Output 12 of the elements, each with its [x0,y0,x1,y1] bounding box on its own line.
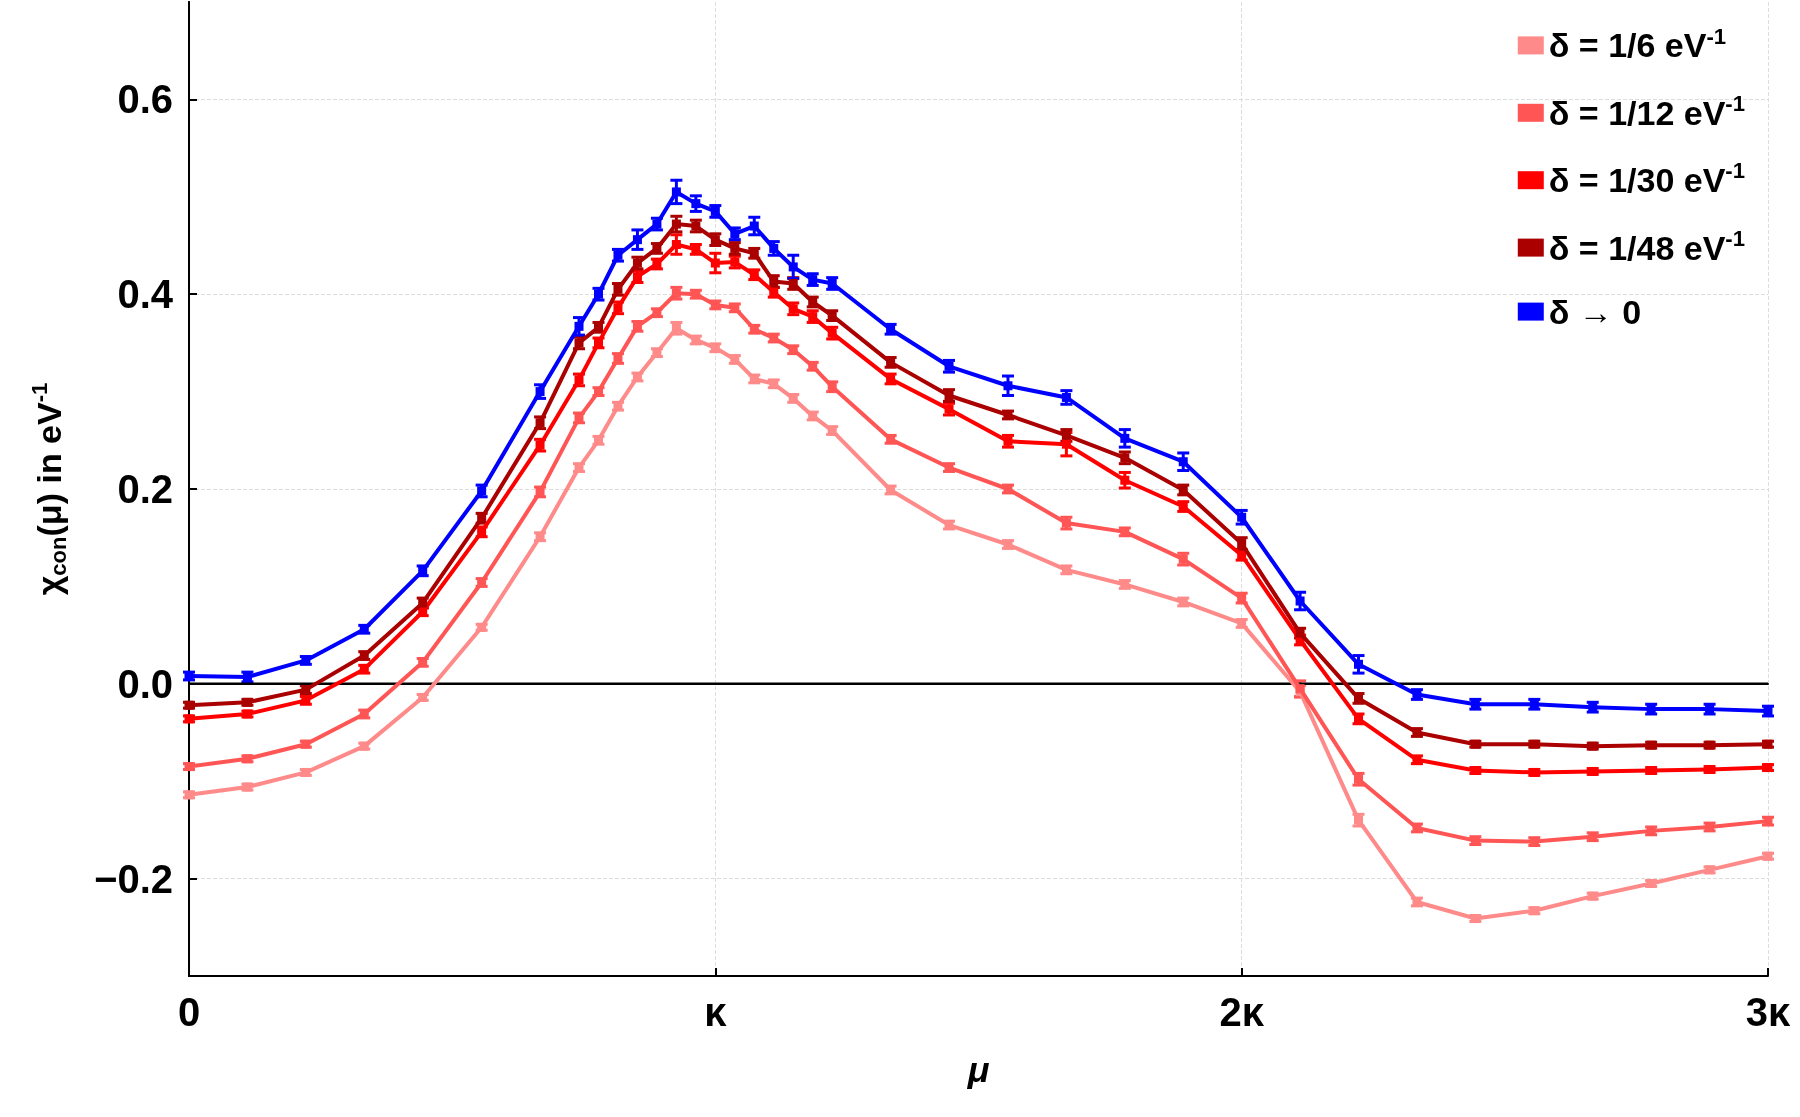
y-tick-label: 0.0 [117,661,173,706]
x-tick-label: 2κ [1219,990,1265,1034]
x-tick-label: κ [704,990,728,1034]
y-tick-label: 0.6 [117,77,173,122]
legend-label: δ → 0 [1548,292,1642,331]
y-tick-label: −0.2 [94,856,173,901]
x-tick-label: 3κ [1745,990,1791,1034]
x-tick-label: 0 [177,990,201,1034]
y-tick-label: 0.4 [117,272,174,317]
y-axis-title: χcon(μ) in eV-1 [26,382,71,596]
y-tick-label: 0.2 [117,467,173,511]
x-axis-title: μ [966,1048,990,1090]
